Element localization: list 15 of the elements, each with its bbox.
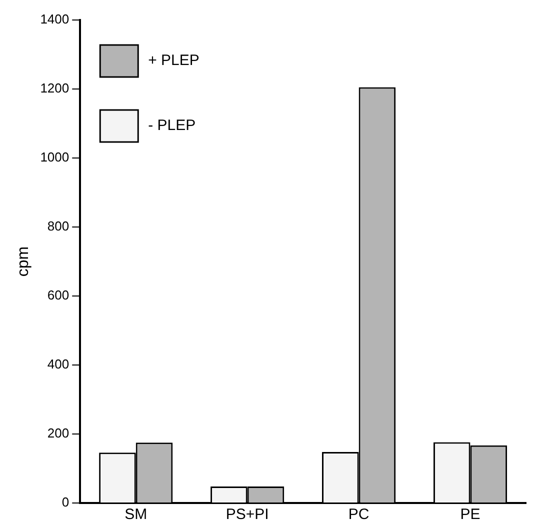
legend-label: - PLEP (148, 117, 196, 134)
y-tick-label: 600 (47, 288, 70, 303)
x-tick-label: PS+PI (226, 506, 269, 524)
y-tick-label: 200 (47, 426, 70, 441)
x-tick-label: PC (348, 506, 370, 524)
y-tick-label: 0 (62, 494, 70, 510)
y-tick-label: 1200 (40, 80, 70, 96)
y-axis-title: cpm (15, 246, 32, 277)
y-tick-label: 800 (47, 218, 70, 234)
x-tick-label: SM (124, 506, 148, 524)
y-tick-label: 400 (47, 356, 70, 372)
y-tick-label: 1000 (40, 150, 70, 165)
legend-label: + PLEP (148, 52, 200, 70)
x-tick-label: PE (460, 506, 480, 524)
y-tick-label: 1400 (40, 12, 70, 27)
